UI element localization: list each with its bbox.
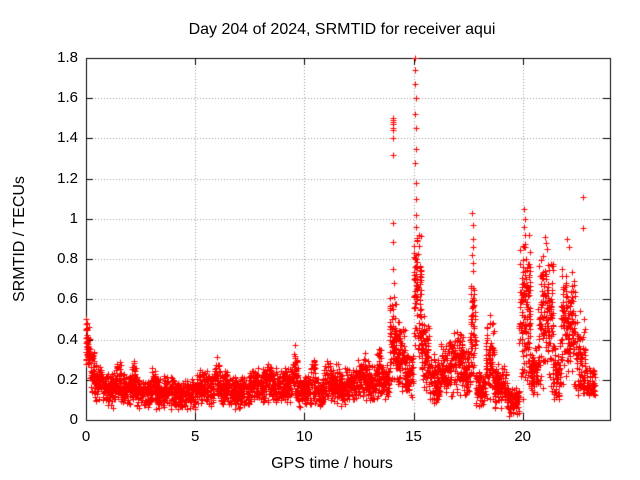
x-tick-label: 15 bbox=[405, 428, 422, 445]
y-tick-label: 0 bbox=[69, 411, 78, 428]
y-tick-label: 0.6 bbox=[57, 290, 78, 308]
y-tick-label: 1.2 bbox=[57, 169, 78, 187]
y-tick-label: 0.8 bbox=[57, 250, 78, 268]
y-tick-label: 0.2 bbox=[57, 370, 78, 388]
y-tick-label: 1.6 bbox=[57, 89, 78, 107]
chart-title: Day 204 of 2024, SRMTID for receiver aqu… bbox=[188, 21, 496, 38]
x-tick-label: 5 bbox=[190, 428, 200, 445]
y-tick-label: 1.8 bbox=[57, 49, 78, 66]
y-axis-title: SRMTID / TECUs bbox=[11, 176, 28, 302]
y-tick-label: 1 bbox=[69, 209, 78, 227]
x-tick-label: 20 bbox=[514, 428, 531, 445]
y-tick-label: 0.4 bbox=[57, 330, 78, 348]
x-tick-label: 10 bbox=[295, 428, 313, 445]
x-axis-title: GPS time / hours bbox=[271, 455, 393, 472]
y-tick-label: 1.4 bbox=[57, 129, 78, 147]
x-tick-label: 0 bbox=[81, 428, 91, 445]
